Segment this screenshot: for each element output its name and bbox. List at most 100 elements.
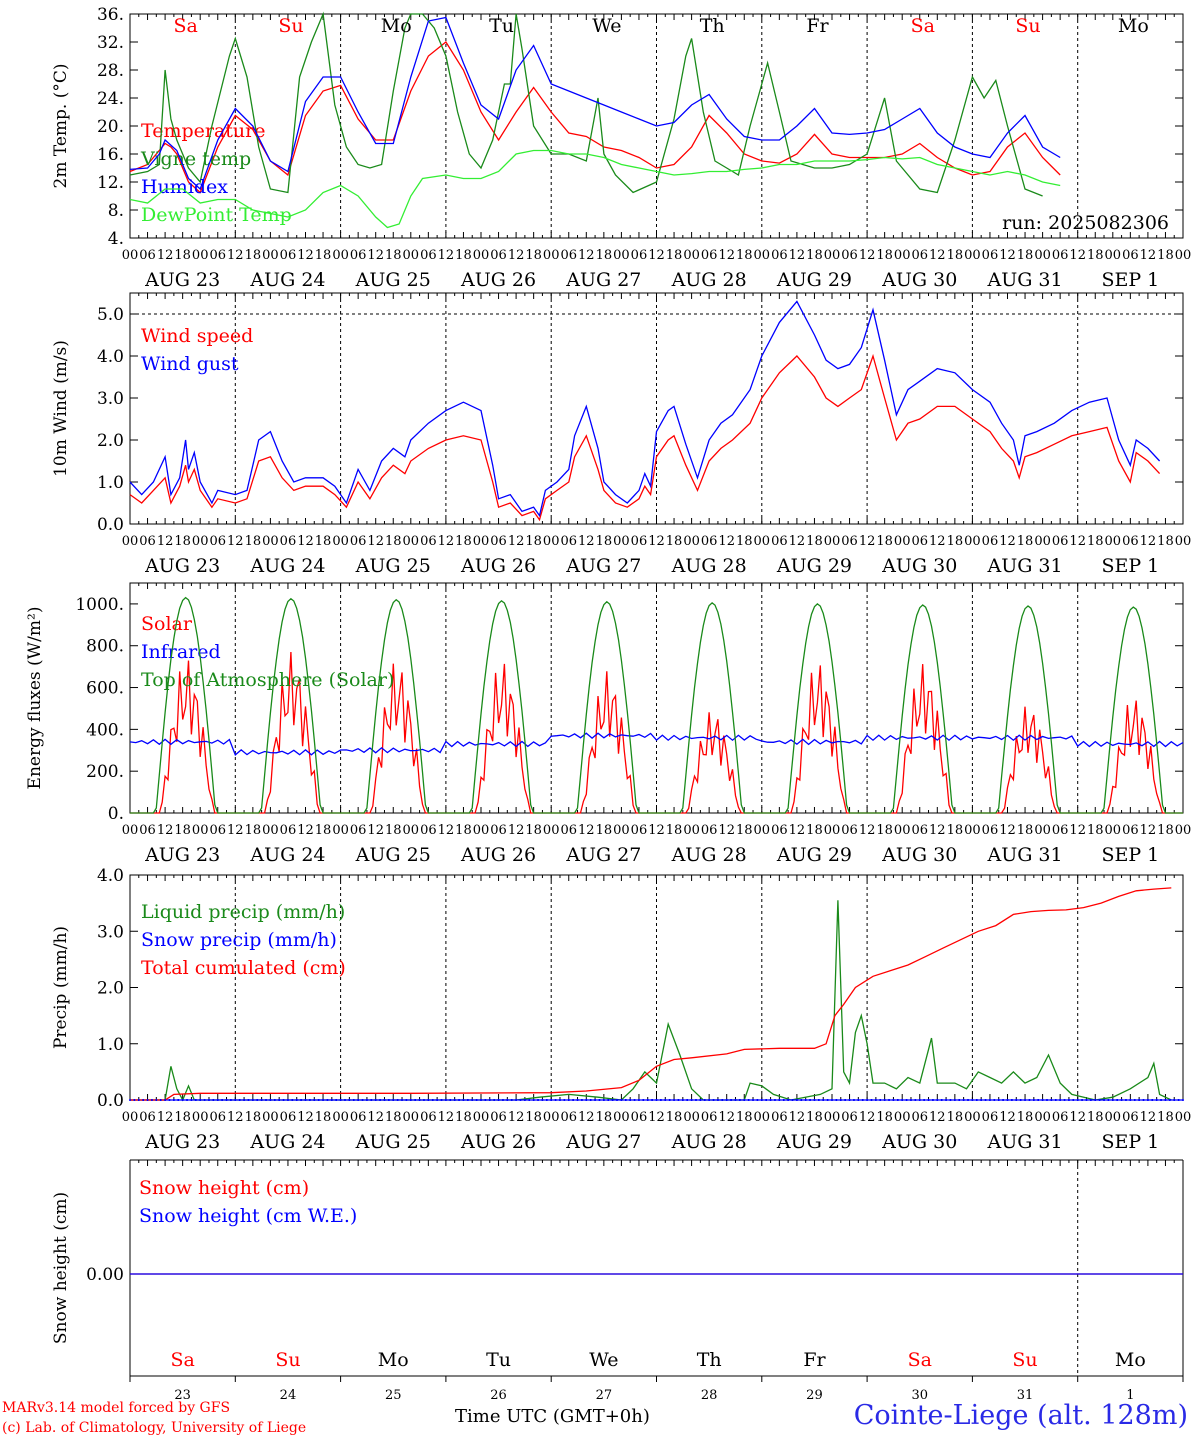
hour-label: 12: [157, 248, 174, 263]
legend-label: Humidex: [141, 176, 228, 198]
hour-label: 06: [701, 1110, 718, 1125]
day-number: 28: [701, 1388, 718, 1403]
hour-label: 06: [982, 248, 999, 263]
hour-label: 06: [841, 823, 858, 838]
weekday-label: Su: [278, 15, 303, 37]
hour-label: 06: [1122, 1110, 1139, 1125]
snow-precip-marker: [300, 1099, 302, 1101]
hour-label: 18: [947, 248, 964, 263]
series-line: [130, 596, 1183, 814]
hour-label: 06: [771, 248, 788, 263]
hour-label: 18: [315, 248, 332, 263]
hour-label: 18: [455, 248, 472, 263]
snow-precip-marker: [879, 1099, 882, 1101]
snow-precip-marker: [826, 1099, 829, 1101]
snow-precip-marker: [1090, 1099, 1092, 1101]
snow-precip-marker: [581, 1099, 583, 1101]
hour-label: 18: [1157, 534, 1174, 549]
legend-label: Wind gust: [141, 353, 239, 375]
snow-precip-marker: [1024, 1099, 1026, 1101]
snow-precip-marker: [997, 1099, 1000, 1101]
snow-precip-marker: [774, 1099, 776, 1101]
series-line: [129, 41, 1061, 194]
snow-precip-marker: [1011, 1099, 1013, 1101]
date-label: AUG 30: [881, 269, 957, 291]
hour-label: 12: [1140, 823, 1157, 838]
weekday-label: Su: [1015, 15, 1040, 37]
hour-label: 06: [841, 248, 858, 263]
snow-precip-marker: [1112, 1099, 1114, 1101]
hour-label: 00: [332, 248, 349, 263]
snow-precip-marker: [151, 1099, 153, 1101]
snow-precip-marker: [927, 1099, 930, 1101]
snow-precip-marker: [1041, 1099, 1044, 1101]
weekday-label: We: [592, 15, 621, 37]
snow-precip-marker: [739, 1099, 741, 1101]
hour-label: 18: [666, 248, 683, 263]
y-axis-label: Precip (mm/h): [51, 926, 71, 1049]
hour-label: 18: [736, 823, 753, 838]
snow-precip-marker: [401, 1099, 403, 1101]
hour-label: 00: [964, 248, 981, 263]
hour-label: 18: [1017, 823, 1034, 838]
hour-label: 12: [227, 248, 244, 263]
hour-label: 12: [1069, 823, 1086, 838]
hour-label: 12: [157, 823, 174, 838]
series-line: [130, 887, 1172, 1101]
hour-label: 18: [596, 534, 613, 549]
y-axis-label: Snow height (cm): [51, 1192, 71, 1344]
date-label: AUG 28: [671, 1131, 747, 1153]
snow-precip-marker: [1129, 1099, 1132, 1101]
snow-precip-marker: [660, 1099, 662, 1101]
snow-precip-marker: [673, 1099, 675, 1101]
hour-label: 00: [894, 823, 911, 838]
snow-precip-marker: [761, 1099, 763, 1101]
hour-label: 00: [262, 248, 279, 263]
date-label: AUG 28: [671, 269, 747, 291]
hour-label: 00: [192, 1110, 209, 1125]
y-tick-label: 4.0: [97, 347, 124, 367]
run-annotation: run: 2025082306: [1002, 212, 1169, 234]
snow-precip-marker: [506, 1099, 509, 1101]
hour-label: 18: [385, 823, 402, 838]
snow-precip-marker: [787, 1099, 789, 1101]
weekday-label: Mo: [1118, 15, 1149, 37]
snow-precip-marker: [954, 1099, 956, 1101]
snow-precip-marker: [616, 1099, 618, 1101]
hour-label: 00: [332, 823, 349, 838]
hour-label: 18: [596, 1110, 613, 1125]
hour-label: 00: [754, 248, 771, 263]
snow-precip-marker: [370, 1099, 373, 1101]
snow-precip-marker: [374, 1099, 377, 1101]
hour-label: 06: [209, 248, 226, 263]
snow-precip-marker: [159, 1099, 162, 1101]
y-tick-label: 4.0: [97, 866, 124, 886]
hour-label: 00: [1034, 823, 1051, 838]
hour-label: 18: [1087, 534, 1104, 549]
snow-precip-marker: [883, 1099, 886, 1101]
snow-precip-marker: [752, 1099, 754, 1101]
snow-precip-marker: [1160, 1099, 1162, 1101]
snow-precip-marker: [589, 1099, 592, 1101]
hour-label: 18: [525, 534, 542, 549]
snow-precip-marker: [796, 1099, 798, 1101]
snow-precip-marker: [532, 1099, 535, 1101]
hour-label: 18: [876, 248, 893, 263]
snow-precip-marker: [352, 1099, 355, 1101]
hour-label: 00: [473, 1110, 490, 1125]
snow-precip-marker: [453, 1099, 456, 1101]
date-label: AUG 30: [881, 555, 957, 577]
hour-label: 00: [894, 534, 911, 549]
snow-precip-marker: [186, 1099, 188, 1101]
hour-label: 18: [525, 823, 542, 838]
hour-label: 06: [982, 1110, 999, 1125]
snow-precip-marker: [1059, 1099, 1061, 1101]
snow-precip-marker: [1177, 1099, 1180, 1101]
snow-precip-marker: [1028, 1099, 1031, 1101]
hour-label: 06: [560, 248, 577, 263]
date-label: AUG 27: [565, 269, 641, 291]
legend-label: Vigne temp: [140, 148, 251, 170]
hour-label: 06: [280, 534, 297, 549]
hour-label: 12: [718, 534, 735, 549]
